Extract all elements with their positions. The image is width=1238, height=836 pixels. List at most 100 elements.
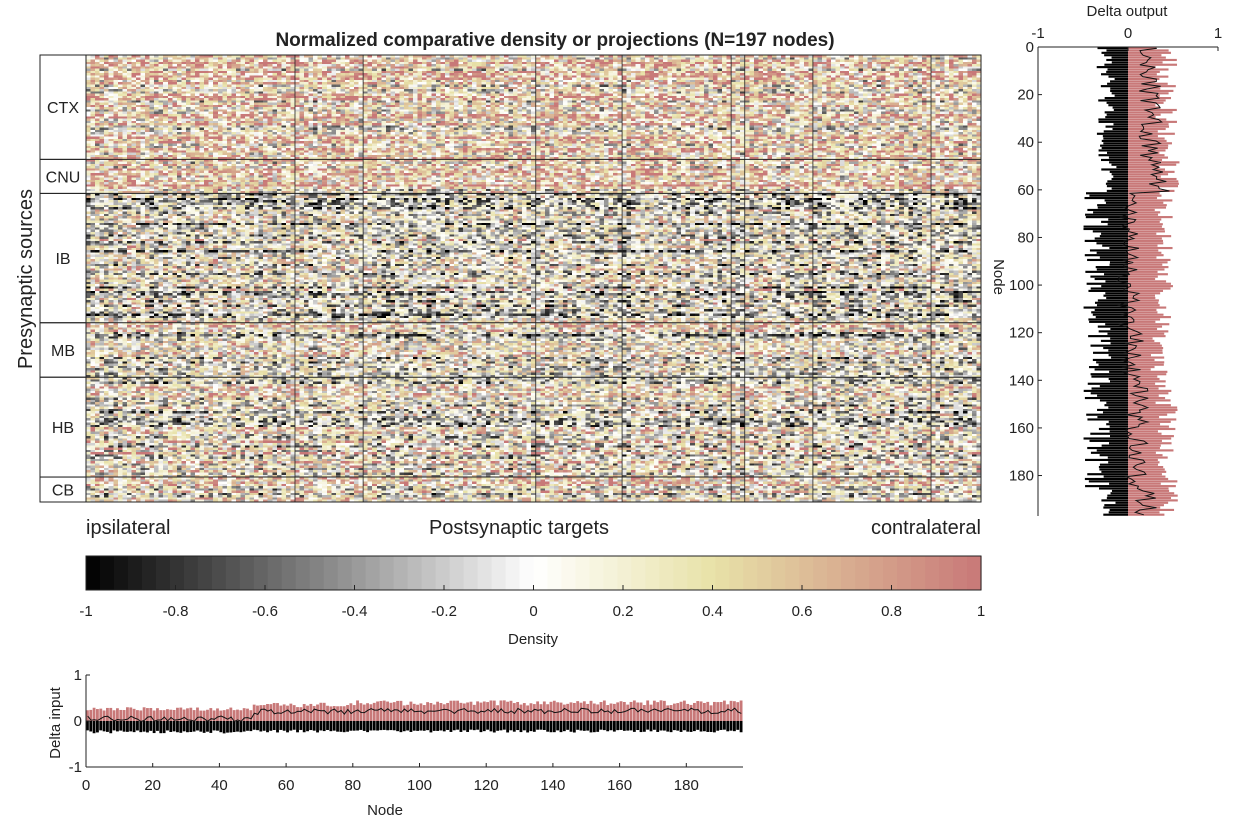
- delta-input-neg-bar: [106, 721, 109, 732]
- delta-input-pos-bar: [652, 700, 656, 721]
- region-label: MB: [51, 343, 75, 360]
- delta-output-pos-bar: [1128, 316, 1171, 319]
- colorbar-swatch: [183, 556, 199, 590]
- delta-input-neg-bar: [116, 721, 119, 732]
- delta-output-pos-bar: [1128, 437, 1172, 440]
- delta-input-neg-bar: [136, 721, 139, 731]
- delta-input-pos-bar: [142, 707, 146, 721]
- delta-output-pos-bar: [1128, 494, 1178, 497]
- delta-output-y-tick-label: 100: [1009, 277, 1034, 294]
- delta-input-neg-bar: [456, 721, 460, 730]
- colorbar-swatch: [463, 556, 479, 590]
- delta-output-pos-bar: [1128, 504, 1164, 507]
- delta-output-pos-bar: [1128, 218, 1162, 221]
- delta-input-neg-bar: [412, 721, 416, 731]
- delta-input-neg-bar: [286, 721, 289, 733]
- delta-input-y-tick-label: 0: [74, 713, 82, 730]
- delta-output-neg-bar: [1097, 47, 1128, 50]
- delta-output-neg-bar: [1108, 406, 1128, 409]
- delta-input-pos-bar: [472, 704, 476, 721]
- delta-input-neg-bar: [726, 721, 730, 732]
- delta-input-neg-bar: [196, 721, 199, 731]
- delta-output-neg-bar: [1109, 430, 1128, 433]
- delta-output-pos-bar: [1128, 108, 1177, 112]
- delta-output-neg-bar: [1108, 156, 1128, 159]
- delta-output-neg-bar: [1088, 480, 1128, 483]
- delta-input-neg-bar: [476, 721, 480, 730]
- delta-input-pos-bar: [122, 710, 126, 721]
- delta-output-neg-bar: [1085, 485, 1128, 488]
- delta-output-neg-bar: [1105, 116, 1128, 119]
- delta-output-pos-bar: [1128, 406, 1178, 409]
- colorbar-swatch: [113, 556, 129, 590]
- delta-output-neg-bar: [1096, 242, 1128, 245]
- delta-input-neg-bar: [172, 721, 176, 732]
- delta-input-pos-bar: [609, 703, 613, 721]
- delta-output-neg-bar: [1110, 337, 1128, 340]
- delta-output-neg-bar: [1096, 268, 1128, 271]
- delta-input-pos-bar: [236, 709, 239, 721]
- delta-output-pos-bar: [1128, 294, 1156, 297]
- delta-input-neg-bar: [379, 721, 383, 731]
- delta-output-pos-bar: [1128, 249, 1159, 252]
- region-box: [39, 476, 87, 503]
- delta-output-neg-bar: [1096, 132, 1128, 135]
- delta-output-pos-bar: [1128, 232, 1157, 235]
- colorbar-swatch: [631, 556, 646, 590]
- delta-output-neg-bar: [1100, 85, 1128, 88]
- delta-input-pos-bar: [689, 704, 693, 721]
- delta-input-pos-bar: [262, 705, 266, 721]
- delta-input-neg-bar: [449, 721, 453, 732]
- delta-output-neg-bar: [1096, 449, 1128, 452]
- delta-input-neg-bar: [239, 721, 243, 733]
- delta-output-neg-bar: [1106, 113, 1128, 116]
- delta-output-pos-bar: [1128, 120, 1177, 123]
- delta-input-neg-bar: [129, 721, 133, 732]
- delta-output-neg-bar: [1090, 275, 1128, 278]
- delta-input-pos-bar: [739, 700, 743, 721]
- delta-input-pos-bar: [402, 705, 406, 721]
- delta-output-pos-bar: [1128, 137, 1165, 140]
- delta-input-pos-bar: [489, 700, 493, 721]
- delta-input-pos-bar: [239, 710, 243, 721]
- delta-output-neg-bar: [1101, 285, 1128, 288]
- delta-input-neg-bar: [422, 721, 426, 731]
- delta-input-y-tick-label: 1: [74, 667, 82, 684]
- delta-output-x-tick-label: 0: [1124, 25, 1132, 42]
- delta-output-pos-bar: [1128, 177, 1177, 181]
- delta-output-pos-bar: [1128, 99, 1166, 102]
- delta-output-pos-bar: [1128, 425, 1169, 428]
- delta-input-neg-bar: [242, 721, 246, 732]
- delta-input-neg-bar: [182, 721, 186, 732]
- colorbar-swatch: [351, 556, 367, 590]
- colorbar-swatch: [827, 556, 842, 590]
- delta-output-neg-bar: [1104, 111, 1128, 114]
- delta-output-y-tick-label: 180: [1009, 468, 1034, 485]
- delta-input-neg-bar: [346, 721, 349, 732]
- delta-output-pos-bar: [1128, 49, 1169, 52]
- delta-output-y-tick-label: 120: [1009, 325, 1034, 342]
- delta-input-pos-bar: [86, 710, 89, 721]
- delta-output-pos-bar: [1128, 308, 1157, 312]
- delta-input-pos-bar: [212, 710, 216, 721]
- delta-output-neg-bar: [1103, 513, 1128, 516]
- delta-output-neg-bar: [1092, 230, 1128, 233]
- delta-output-pos-bar: [1128, 227, 1165, 231]
- delta-output-neg-bar: [1111, 489, 1128, 492]
- delta-input-pos-bar: [216, 708, 219, 721]
- delta-output-pos-bar: [1128, 449, 1174, 452]
- colorbar-swatch: [561, 556, 577, 590]
- delta-input-neg-bar: [319, 721, 323, 731]
- delta-output-neg-bar: [1096, 304, 1128, 307]
- delta-output-pos-bar: [1128, 263, 1163, 266]
- delta-output-pos-bar: [1128, 375, 1158, 378]
- colorbar-swatch: [533, 556, 549, 590]
- delta-input-pos-bar: [269, 704, 273, 721]
- delta-input-neg-bar: [246, 721, 249, 731]
- colorbar-swatch: [267, 556, 283, 590]
- delta-output-pos-bar: [1128, 101, 1164, 104]
- delta-output-pos-bar: [1128, 173, 1169, 176]
- delta-input-neg-bar: [212, 721, 216, 731]
- colorbar-tick-label: 0: [529, 603, 537, 620]
- delta-input-neg-bar: [279, 721, 283, 730]
